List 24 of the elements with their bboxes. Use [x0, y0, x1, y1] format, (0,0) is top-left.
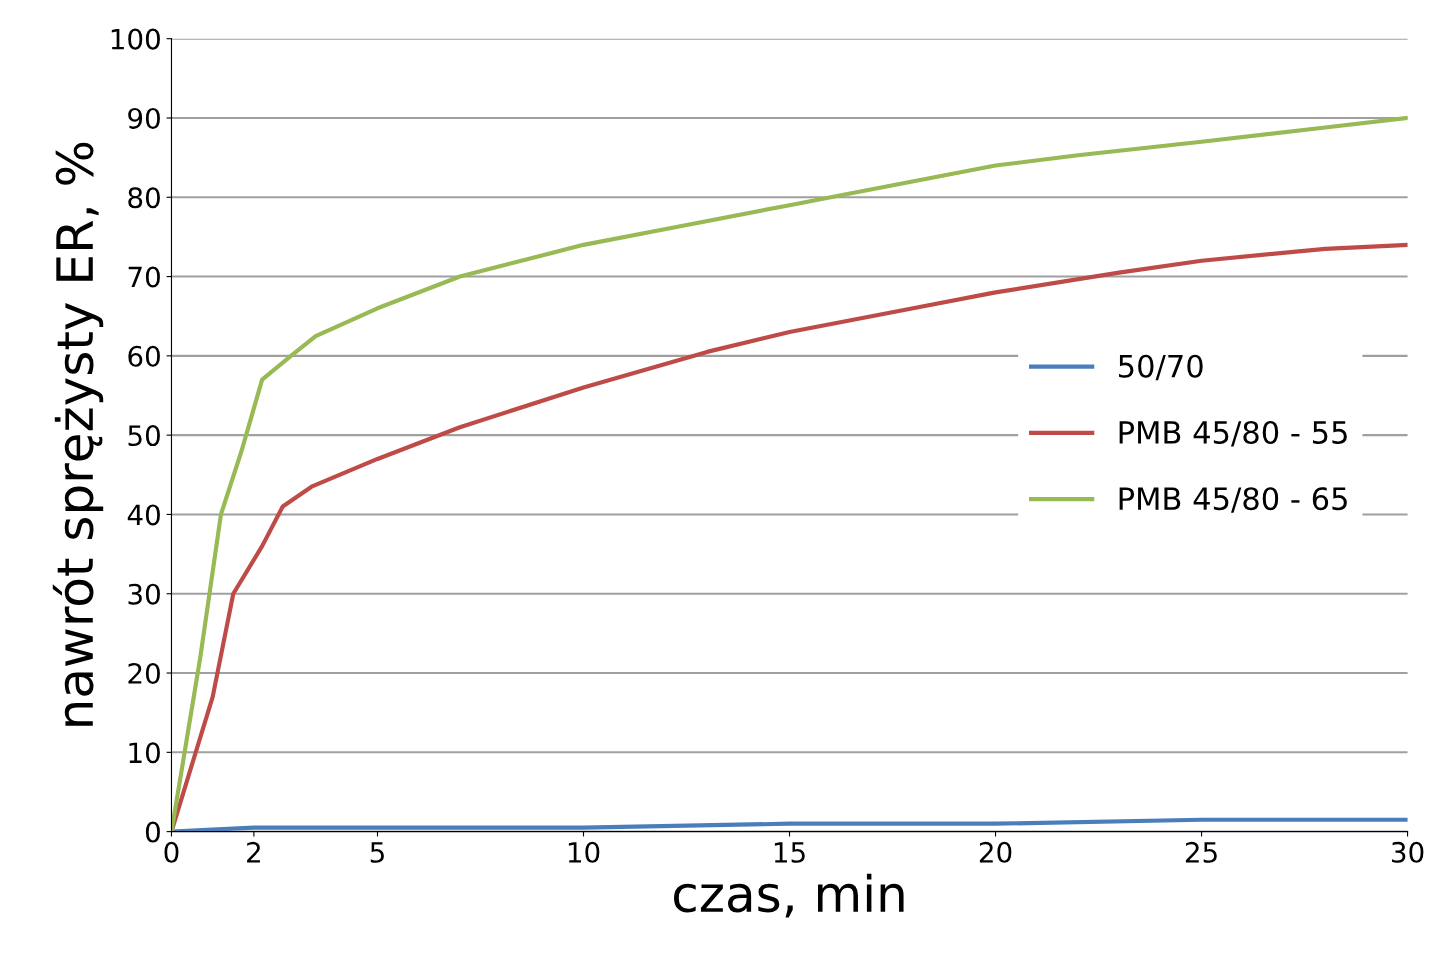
y-tick-label: 60	[128, 345, 160, 367]
y-tick-label: 80	[128, 187, 160, 209]
x-tick-label: 2	[247, 841, 260, 863]
x-tick-label: 30	[1392, 841, 1424, 863]
x-tick-label: 25	[1185, 841, 1217, 863]
legend-label: PMB 45/80 - 55	[1119, 420, 1347, 447]
x-tick-label: 0	[164, 841, 179, 863]
x-tick-label: 20	[979, 841, 1012, 863]
y-tick-label: 70	[128, 266, 160, 288]
x-tick-label: 10	[568, 841, 600, 863]
y-axis-title: nawrót sprężysty ER, %	[52, 142, 104, 726]
x-axis-title: czas, min	[674, 873, 904, 918]
y-tick-label: 10	[129, 742, 160, 764]
x-tick-label: 15	[774, 842, 805, 863]
x-tick-label: 5	[370, 842, 384, 863]
y-tick-label: 30	[128, 583, 160, 605]
y-tick-label: 0	[145, 821, 160, 843]
y-tick-label: 100	[111, 28, 160, 50]
y-tick-label: 40	[127, 504, 160, 526]
y-tick-label: 90	[128, 107, 160, 129]
y-tick-label: 50	[128, 425, 160, 447]
y-tick-label: 20	[128, 662, 160, 684]
legend-label: 50/70	[1119, 354, 1203, 381]
legend-label: PMB 45/80 - 65	[1119, 487, 1347, 513]
